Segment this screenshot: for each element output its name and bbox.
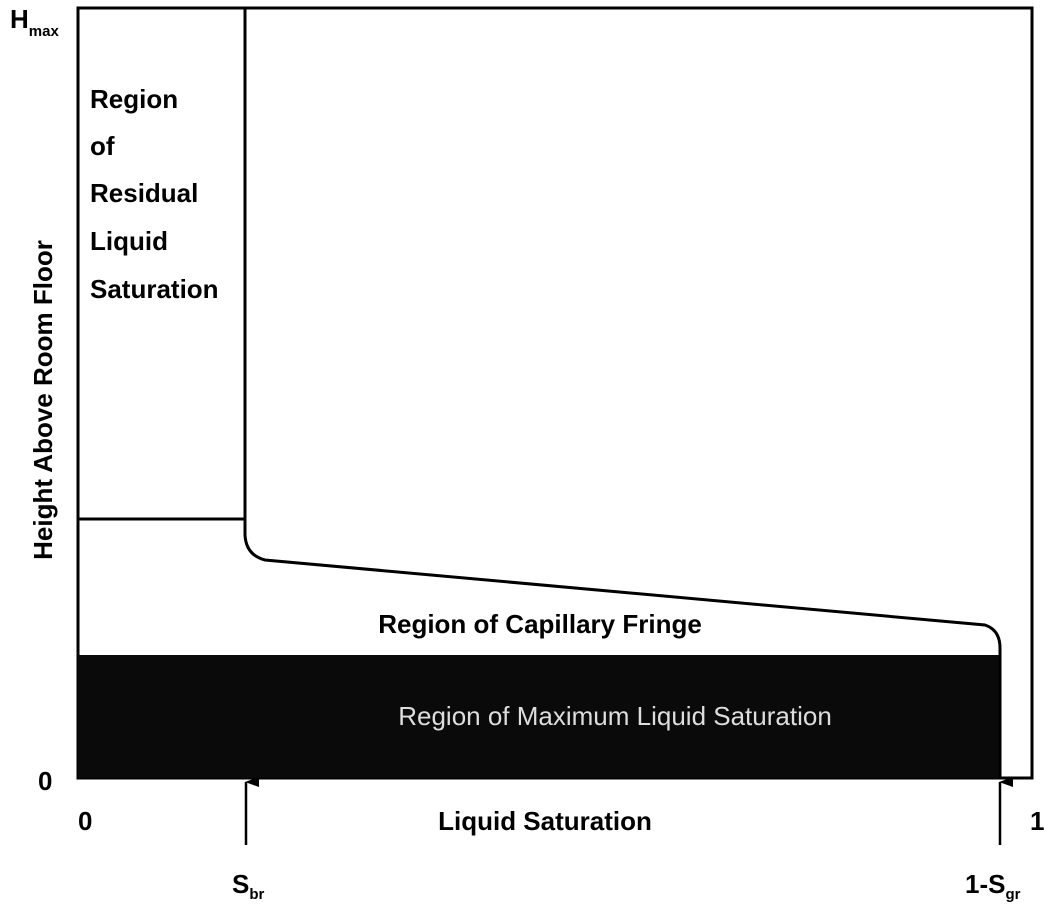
y-bottom-label: 0 [38,766,52,796]
sgr-sub: gr [1005,886,1020,903]
sbr-sub: br [249,886,264,903]
residual-text: Residual [90,178,198,208]
x-left-label: 0 [78,806,92,836]
y-top-sub: max [29,23,60,40]
x-right-label: 1 [1030,806,1044,836]
max-text: Region of Maximum Liquid Saturation [398,701,832,731]
y-top-label: Hmax [10,4,59,40]
sbr-label: Sbr [232,869,265,903]
residual-text: Saturation [90,274,219,304]
max-saturation-region [78,655,1000,778]
residual-text: of [90,131,115,161]
residual-text: Region [90,84,178,114]
x-axis-label: Liquid Saturation [438,806,652,836]
saturation-curve [243,8,1002,778]
y-top-main: H [10,4,29,34]
sgr-main: 1-S [965,869,1005,899]
residual-text: Liquid [90,226,168,256]
fringe-text: Region of Capillary Fringe [378,609,702,639]
sgr-label: 1-Sgr [965,869,1021,903]
sbr-main: S [232,869,249,899]
y-axis-label: Height Above Room Floor [28,240,58,560]
